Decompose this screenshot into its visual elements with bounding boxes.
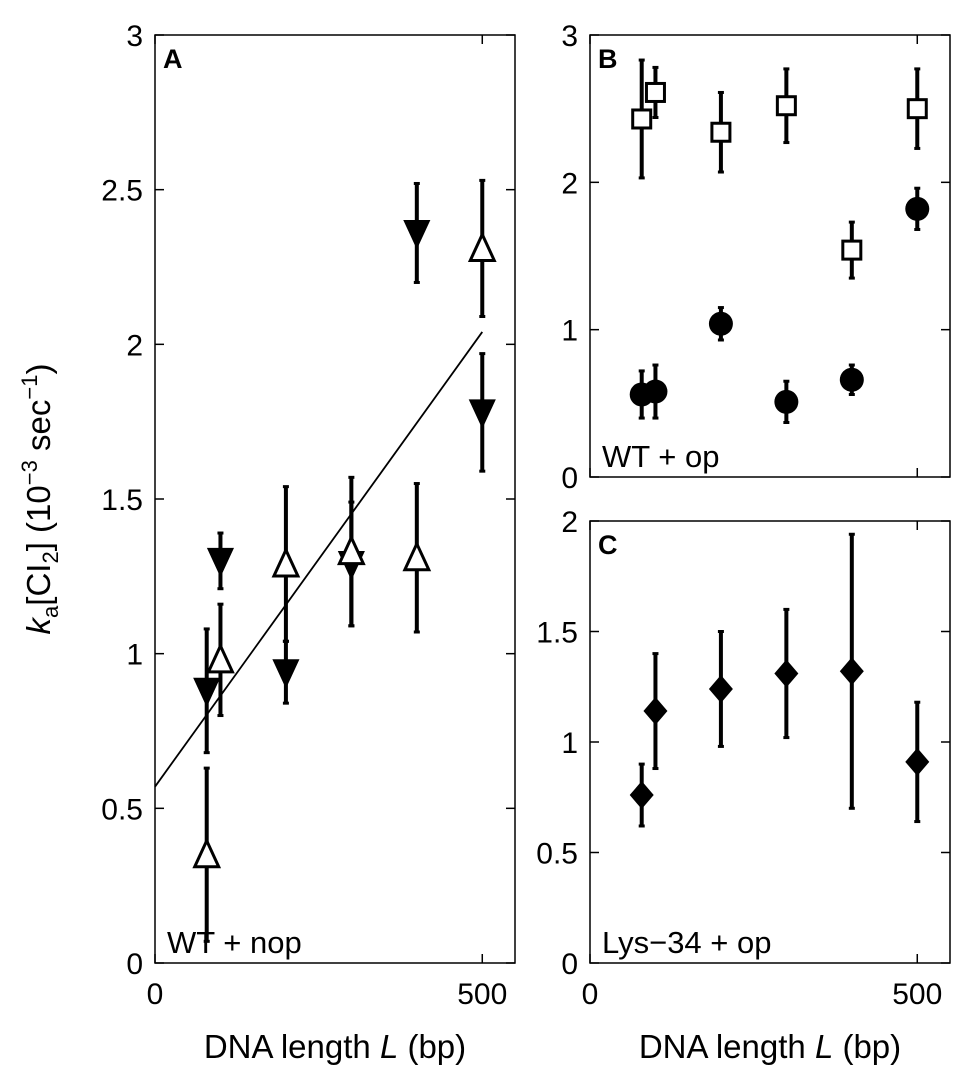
data-point-diamond-filled	[774, 659, 799, 688]
data-point-square-open	[644, 81, 666, 103]
data-point-square-open	[906, 98, 928, 120]
y-tick-label: 0.5	[101, 793, 143, 826]
y-tick-label: 1	[126, 639, 143, 672]
data-point-diamond-filled	[708, 674, 733, 703]
plot-frame	[589, 34, 951, 478]
data-point-triangle-down-filled	[403, 219, 431, 250]
y-tick-label: 2	[561, 167, 578, 200]
data-point-circle-filled	[839, 367, 864, 392]
data-point-triangle-up-open	[467, 230, 497, 262]
data-point-triangle-up-open	[271, 546, 301, 578]
x-axis-label: DNA length L (bp)	[639, 1028, 901, 1065]
panel-letter: C	[598, 530, 618, 560]
panel-annotation: Lys−34 + op	[602, 925, 772, 960]
y-axis-label-part: ] (10	[20, 485, 57, 551]
data-point-triangle-down-filled	[468, 399, 496, 429]
y-tick-label: 3	[126, 20, 143, 53]
y-axis-label-part: )	[20, 364, 57, 375]
panel-c: 0 0.5 1 1.5 2 0 500 DNA length L (bp) C Lys−34 + …	[536, 506, 951, 1065]
data-point-triangle-up-open	[337, 534, 366, 566]
y-axis-label-part: −3	[17, 460, 42, 485]
x-axis-label-variable: L	[815, 1028, 833, 1065]
x-axis-label-variable: L	[380, 1028, 398, 1065]
y-tick-label: 2	[126, 329, 143, 362]
x-axis-label: DNA length L (bp)	[204, 1028, 466, 1065]
panel-annotation: WT + op	[602, 439, 719, 474]
plot-frame	[589, 520, 951, 964]
data-point-diamond-filled	[839, 657, 864, 686]
y-tick-label: 1	[561, 727, 578, 760]
data-point-square-open	[631, 108, 653, 130]
y-tick-label: 0	[561, 462, 578, 495]
y-axis-label-part: k	[20, 616, 57, 634]
y-tick-label: 2	[561, 506, 578, 539]
y-axis-label-text: ka[CI2] (10−3 sec−1)	[17, 364, 63, 635]
y-axis-label-part: 2	[38, 551, 63, 563]
y-tick-label: 1	[561, 315, 578, 348]
y-tick-label: 1.5	[536, 617, 578, 650]
data-point-circle-filled	[774, 389, 799, 414]
y-axis-label-part: [CI	[20, 564, 57, 606]
fit-line	[154, 331, 484, 788]
y-tick-label: 0	[126, 948, 143, 981]
data-point-circle-filled	[643, 379, 668, 404]
x-tick-label: 0	[582, 978, 599, 1011]
x-axis-label-text: DNA length	[204, 1028, 380, 1065]
y-axis-label-part: sec	[20, 400, 57, 461]
data-point-diamond-filled	[905, 747, 930, 776]
panel-letter: A	[163, 44, 183, 74]
y-axis-label: ka[CI2] (10−3 sec−1)	[17, 364, 63, 635]
y-tick-label: 0.5	[536, 838, 578, 871]
data-point-triangle-up-open	[402, 540, 432, 572]
y-axis-label-part: −1	[17, 375, 42, 400]
panel-letter: B	[598, 44, 618, 74]
y-tick-label: 1.5	[101, 484, 143, 517]
x-axis-label-text: DNA length	[639, 1028, 815, 1065]
data-point-diamond-filled	[643, 697, 668, 726]
data-point-triangle-up-open	[206, 642, 235, 674]
plot-frame	[154, 34, 516, 964]
data-point-square-open	[710, 121, 732, 143]
data-point-triangle-down-filled	[272, 659, 300, 689]
panel-b: 0 1 2 3B WT + op	[561, 20, 951, 495]
data-point-triangle-down-filled	[193, 677, 221, 708]
y-axis-label-part: a	[38, 605, 63, 618]
panel-a: 0 0.5 1 1.5 2 2.5 3 0 500 DNA length L (bp) A WT + …	[101, 20, 516, 1065]
x-axis-label-unit: (bp)	[398, 1028, 466, 1065]
panel-annotation: WT + nop	[167, 925, 302, 960]
x-tick-label: 0	[147, 978, 164, 1011]
x-tick-label: 500	[457, 978, 507, 1011]
data-point-triangle-down-filled	[206, 547, 235, 578]
y-tick-label: 3	[561, 20, 578, 53]
data-point-square-open	[775, 95, 797, 117]
data-point-square-open	[841, 239, 863, 261]
data-point-triangle-up-open	[192, 837, 222, 869]
data-point-diamond-filled	[629, 781, 654, 810]
data-point-circle-filled	[905, 196, 930, 221]
x-tick-label: 500	[892, 978, 942, 1011]
data-point-circle-filled	[708, 311, 733, 336]
x-axis-label-unit: (bp)	[833, 1028, 901, 1065]
y-tick-label: 2.5	[101, 175, 143, 208]
y-tick-label: 0	[561, 948, 578, 981]
